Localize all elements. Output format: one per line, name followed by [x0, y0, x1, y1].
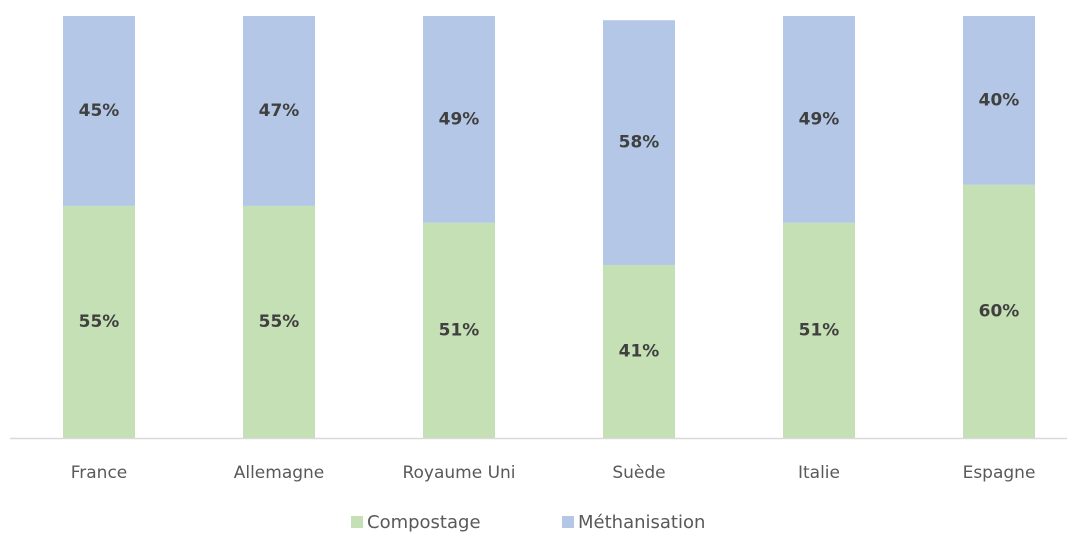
bar-segment: [243, 205, 315, 438]
plot-area: [63, 16, 1035, 438]
value-label: 45%: [79, 101, 120, 121]
x-tick-label: Italie: [798, 463, 840, 483]
value-label: 58%: [619, 133, 660, 153]
value-label: 40%: [979, 90, 1020, 110]
legend-swatch: [351, 516, 363, 528]
legend-label: Compostage: [367, 512, 481, 533]
bar-segment: [603, 20, 675, 265]
value-label: 49%: [799, 109, 840, 129]
bar-segment: [63, 205, 135, 438]
value-label: 55%: [79, 312, 120, 332]
x-tick-label: Suède: [612, 463, 665, 483]
value-label: 47%: [259, 101, 300, 121]
value-label: 60%: [979, 301, 1020, 321]
x-tick-label: France: [71, 463, 128, 483]
value-label: 41%: [619, 341, 660, 361]
value-label: 49%: [439, 109, 480, 129]
bar-segment: [963, 184, 1035, 438]
bar-segment: [243, 16, 315, 206]
legend-label: Méthanisation: [578, 512, 705, 533]
x-tick-label: Allemagne: [234, 463, 325, 483]
bar-segment: [783, 16, 855, 223]
value-label: 51%: [439, 320, 480, 340]
x-tick-label: Royaume Uni: [402, 463, 515, 483]
value-label: 51%: [799, 320, 840, 340]
bar-segment: [63, 16, 135, 206]
value-label: 55%: [259, 312, 300, 332]
legend-swatch: [562, 516, 574, 528]
bar-segment: [423, 222, 495, 438]
bar-segment: [603, 264, 675, 438]
bar-segment: [963, 16, 1035, 185]
bar-segment: [783, 222, 855, 438]
x-tick-label: Espagne: [963, 463, 1036, 483]
bar-segment: [423, 16, 495, 223]
